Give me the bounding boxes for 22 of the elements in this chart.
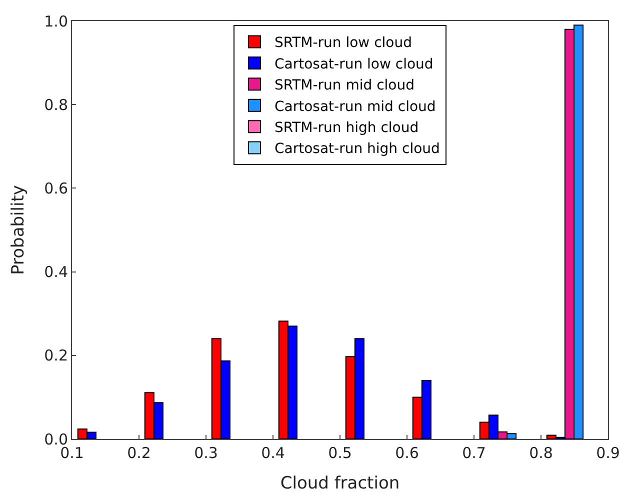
legend-label: Cartosat-run mid cloud xyxy=(274,98,436,115)
y-tick-label: 0.6 xyxy=(44,179,68,198)
y-tick-label: 1.0 xyxy=(44,12,68,30)
x-tick-label: 0.1 xyxy=(60,444,84,462)
x-tick-label: 0.9 xyxy=(596,444,620,462)
legend-label: Cartosat-run low cloud xyxy=(274,56,434,72)
x-tick-label: 0.6 xyxy=(395,444,419,462)
y-tick-label: 0.8 xyxy=(44,96,68,114)
x-tick-label: 0.2 xyxy=(127,444,151,462)
y-axis-title: Probability xyxy=(8,185,29,275)
x-axis-title: Cloud fraction xyxy=(280,473,400,494)
legend-label: Cartosat-run high cloud xyxy=(274,141,440,158)
legend-label: SRTM-run high cloud xyxy=(274,120,419,136)
legend-label: SRTM-run mid cloud xyxy=(274,78,415,94)
y-tick-label: 0.2 xyxy=(44,346,68,365)
x-tick-label: 0.7 xyxy=(462,444,486,462)
x-tick-label: 0.8 xyxy=(529,444,553,462)
y-tick-label: 0.4 xyxy=(44,263,68,282)
x-tick-label: 0.4 xyxy=(261,444,285,462)
x-tick-label: 0.3 xyxy=(194,444,218,462)
legend-label: SRTM-run low cloud xyxy=(274,35,412,52)
x-tick-label: 0.5 xyxy=(328,444,352,462)
